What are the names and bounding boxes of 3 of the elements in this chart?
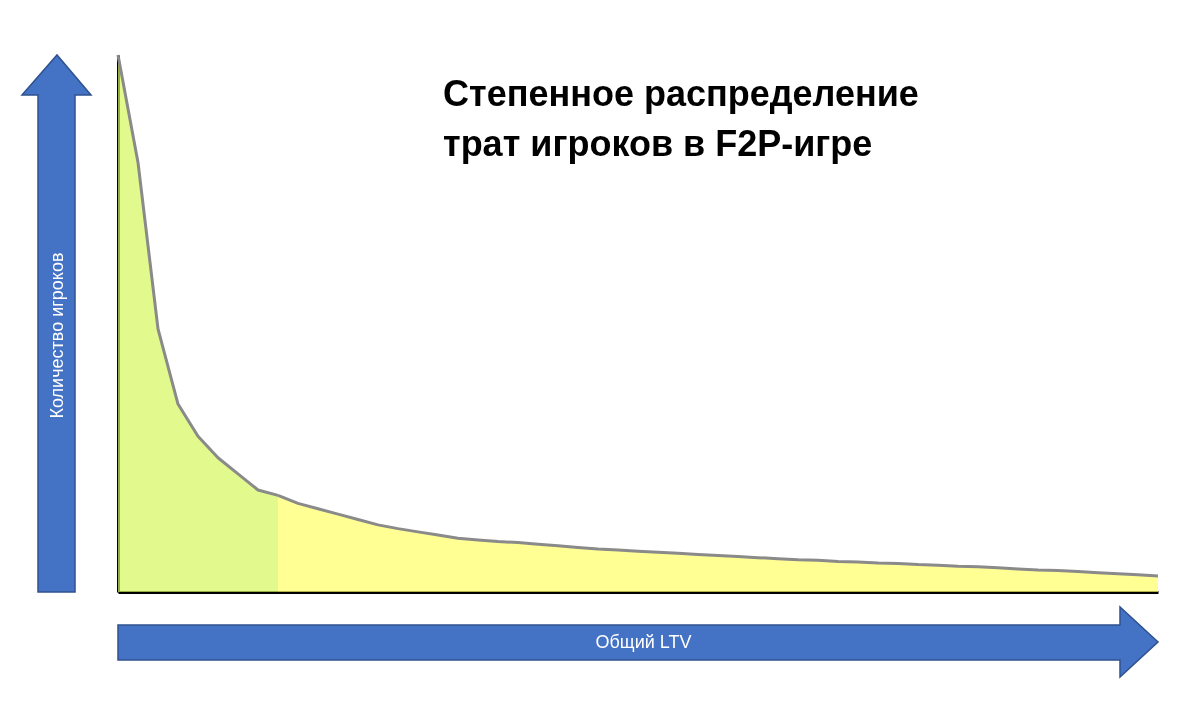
x-axis-title: Общий LTV: [595, 631, 692, 652]
y-axis-title: Количество игроков: [46, 252, 67, 419]
text: Степенное распределение трат игроков в F2P-игре: [443, 72, 919, 164]
